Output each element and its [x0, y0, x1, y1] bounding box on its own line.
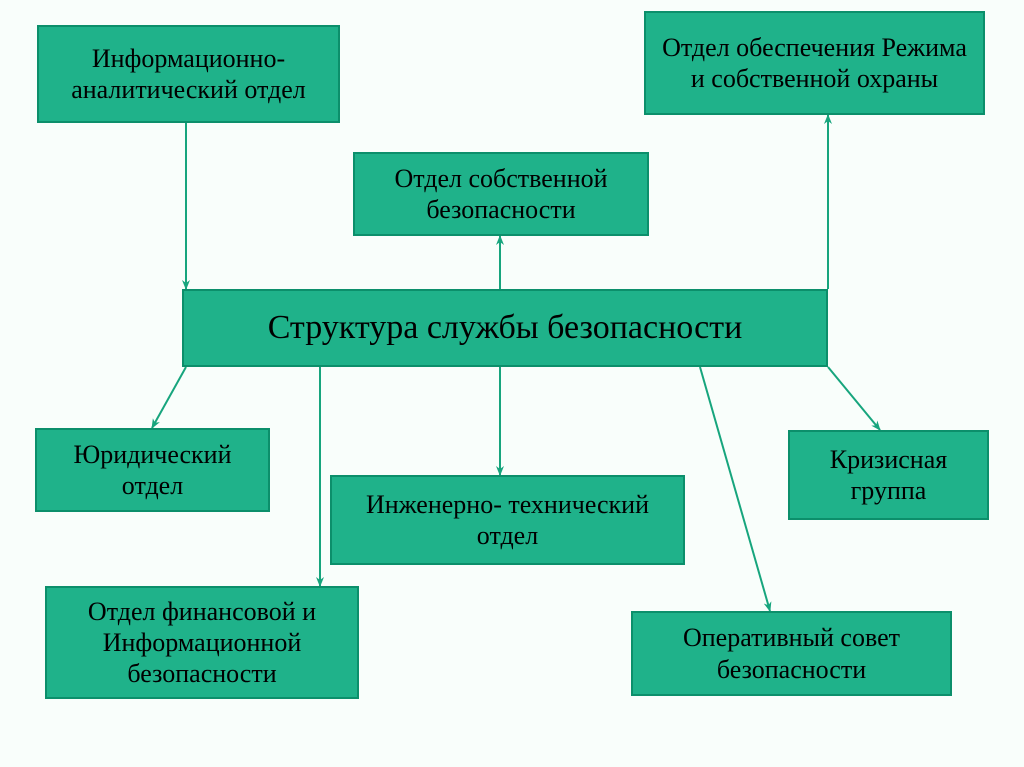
node-center: Структура службы безопасности: [182, 289, 828, 367]
edge-3: [152, 367, 186, 428]
node-operations_council: Оперативный совет безопасности: [631, 611, 952, 696]
node-own_security: Отдел собственной безопасности: [353, 152, 649, 236]
node-crisis: Кризисная группа: [788, 430, 989, 520]
edge-6: [700, 367, 770, 611]
node-fin_info_security: Отдел финансовой и Информационной безопа…: [45, 586, 359, 699]
node-regime_security: Отдел обеспечения Режима и собственной о…: [644, 11, 985, 115]
node-engineering: Инженерно- технический отдел: [330, 475, 685, 565]
node-info_analytic: Информационно- аналитический отдел: [37, 25, 340, 123]
node-legal: Юридический отдел: [35, 428, 270, 512]
edge-7: [828, 367, 880, 430]
